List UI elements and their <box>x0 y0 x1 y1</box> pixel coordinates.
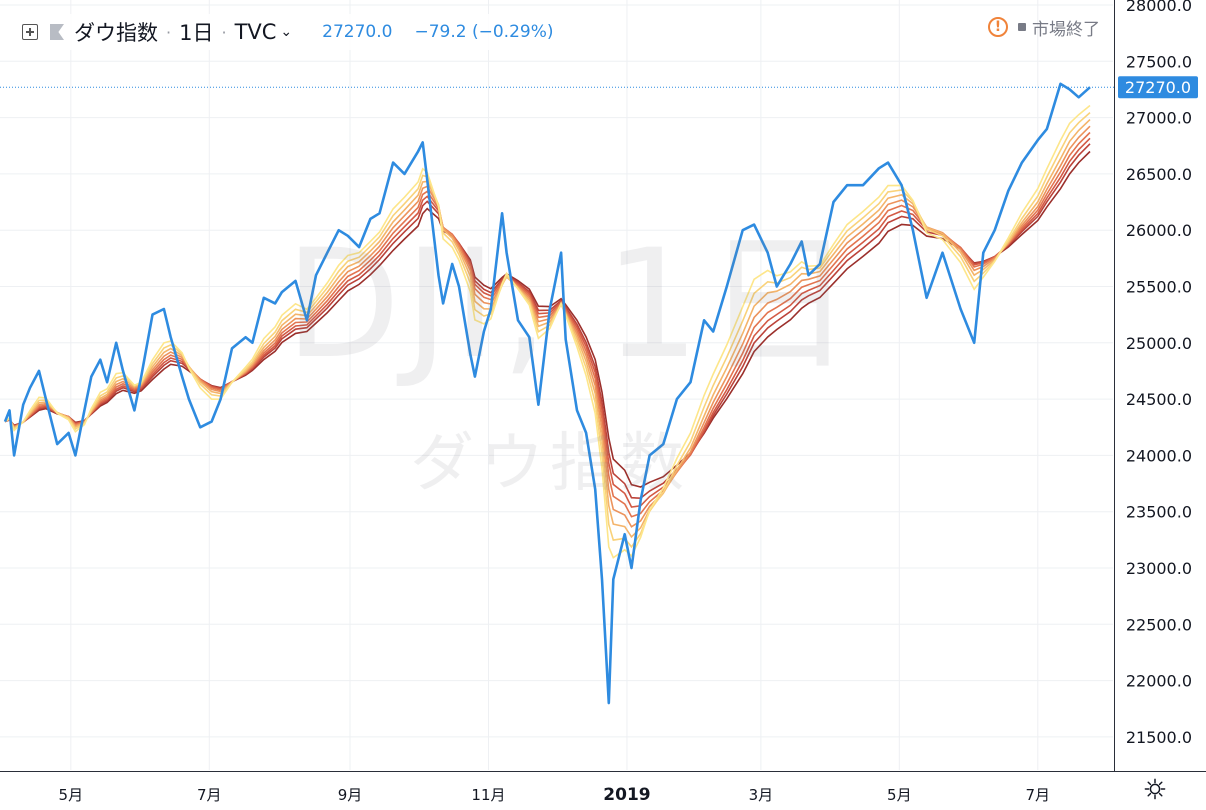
time-tick-label: 2019 <box>603 785 650 805</box>
moving-average-line <box>4 137 1091 508</box>
moving-average-line <box>4 143 1091 500</box>
price-tick-label: 26000.0 <box>1126 221 1192 240</box>
moving-average-line <box>4 104 1091 559</box>
price-tick-label: 27000.0 <box>1126 109 1192 128</box>
chevron-down-icon[interactable]: ⌄ <box>280 24 293 40</box>
chart-grid <box>0 0 1113 770</box>
time-tick-label: 11月 <box>471 786 505 804</box>
separator-dot: · <box>166 22 172 42</box>
moving-average-line <box>4 112 1091 549</box>
symbol-name[interactable]: ダウ指数 <box>74 21 158 45</box>
moving-average-line <box>4 150 1091 488</box>
price-tick-label: 25000.0 <box>1126 334 1192 353</box>
time-scale[interactable]: 5月 7月 9月 11月 2019 3月 5月 7月 <box>59 785 1051 805</box>
gear-icon[interactable] <box>1144 778 1166 800</box>
price-tick-label: 23500.0 <box>1126 503 1192 522</box>
exchange-label[interactable]: TVC <box>234 20 277 44</box>
last-price-tag: 27270.0 <box>1118 76 1198 99</box>
watermark-symbol: DJI, 1日 <box>285 218 858 392</box>
separator-dot: · <box>221 22 227 42</box>
time-tick-label: 5月 <box>887 786 912 804</box>
time-tick-label: 5月 <box>59 786 84 804</box>
market-status[interactable]: ! 市場終了 <box>988 14 1100 40</box>
time-tick-label: 9月 <box>338 786 363 804</box>
price-tick-label: 24500.0 <box>1126 390 1192 409</box>
price-tick-label: 26500.0 <box>1126 165 1192 184</box>
price-tick-label: 25500.0 <box>1126 278 1192 297</box>
price-tick-label: 22000.0 <box>1126 672 1192 691</box>
market-status-text: 市場終了 <box>1032 19 1100 40</box>
legend-header: ダウ指数 · 1日 · TVC ⌄ 27270.0 −79.2 (−0.29%) <box>0 14 562 50</box>
time-tick-label: 7月 <box>197 786 222 804</box>
flag-icon <box>50 24 64 40</box>
price-tick-label: 28000.0 <box>1126 0 1192 15</box>
status-dot-icon <box>1018 23 1026 31</box>
price-change: −79.2 (−0.29%) <box>414 22 554 42</box>
price-tick-label: 27500.0 <box>1126 52 1192 71</box>
price-tick-label: 23000.0 <box>1126 559 1192 578</box>
price-tick-label: 24000.0 <box>1126 446 1192 465</box>
last-price: 27270.0 <box>322 22 393 42</box>
price-tick-label: 22500.0 <box>1126 615 1192 634</box>
price-scale[interactable]: 28000.0 27500.0 27000.0 26500.0 26000.0 25500… <box>1126 0 1192 747</box>
price-tick-label: 21500.0 <box>1126 728 1192 747</box>
price-series-line <box>3 82 1091 705</box>
add-symbol-icon[interactable] <box>22 24 38 40</box>
price-line <box>3 82 1091 705</box>
warning-icon[interactable]: ! <box>988 17 1008 37</box>
interval-label[interactable]: 1日 <box>179 21 214 45</box>
time-tick-label: 3月 <box>749 786 774 804</box>
watermark-name: ダウ指数 <box>410 427 690 501</box>
time-tick-label: 7月 <box>1026 786 1051 804</box>
last-price-label: 27270.0 <box>1125 78 1191 97</box>
